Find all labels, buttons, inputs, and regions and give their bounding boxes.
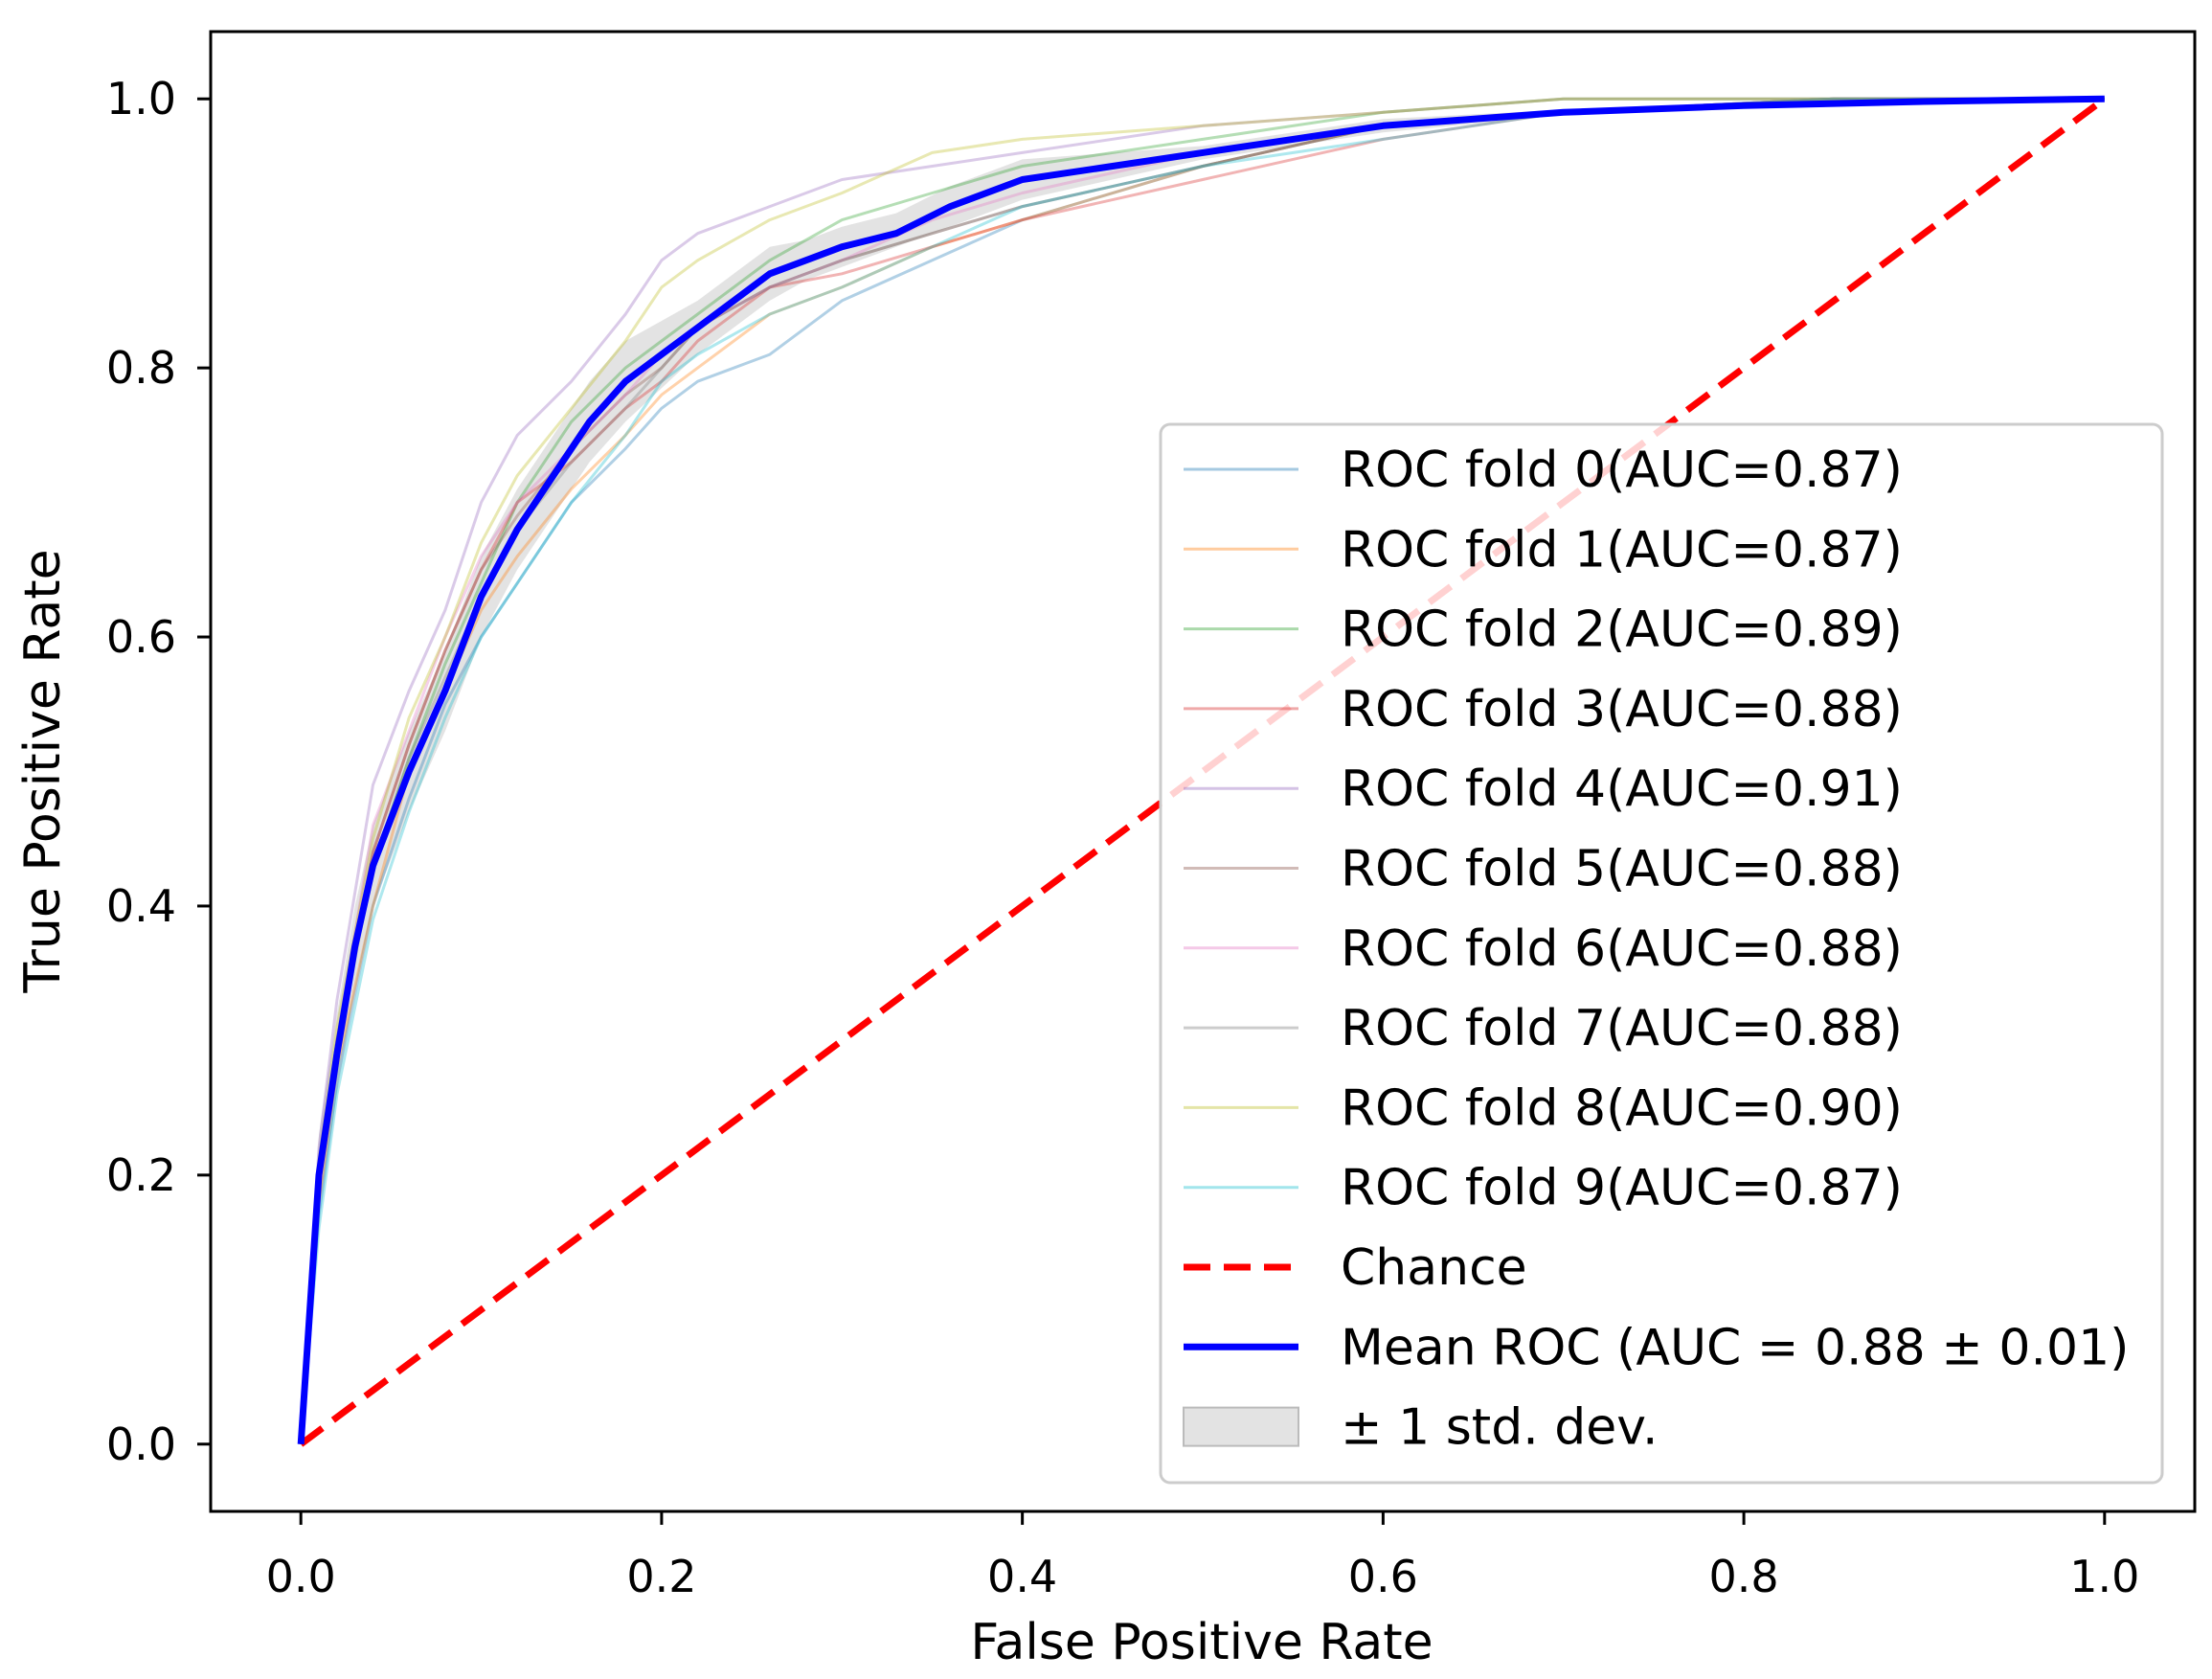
y-tick-label: 0.2 [106, 1149, 176, 1201]
y-tick-label: 0.8 [106, 342, 176, 394]
legend-entry-fold-5: ROC fold 5(AUC=0.88) [1184, 841, 1903, 898]
mean-roc-line [297, 95, 2105, 1445]
y-tick-label: 0.0 [106, 1418, 176, 1470]
roc-fold-0-line [299, 97, 2105, 1444]
roc-fold-3-line [299, 97, 2105, 1444]
legend-box [1159, 422, 2164, 1485]
legend-label: ROC fold 3(AUC=0.88) [1341, 681, 1903, 738]
y-tick-label: 1.0 [106, 73, 176, 125]
x-tick-label: 1.0 [2069, 1551, 2139, 1602]
roc-fold-9-line [299, 97, 2105, 1444]
legend: ROC fold 0(AUC=0.87) ROC fold 1(AUC=0.87)… [1159, 422, 2164, 1485]
legend-entry-fold-1: ROC fold 1(AUC=0.87) [1184, 521, 1903, 579]
legend-swatch [1183, 1406, 1299, 1447]
legend-label: ROC fold 4(AUC=0.91) [1341, 760, 1903, 818]
chance-line [299, 96, 2107, 1447]
plot-area [297, 95, 2107, 1447]
legend-label: ROC fold 1(AUC=0.87) [1341, 521, 1903, 579]
x-tick-label: 0.2 [626, 1551, 696, 1602]
legend-label: ± 1 std. dev. [1341, 1399, 1659, 1457]
legend-entry-fold-0: ROC fold 0(AUC=0.87) [1184, 442, 1903, 499]
legend-entry-fold-3: ROC fold 3(AUC=0.88) [1184, 681, 1903, 738]
legend-label: Mean ROC (AUC = 0.88 ± 0.01) [1341, 1319, 2129, 1376]
legend-label: ROC fold 0(AUC=0.87) [1341, 442, 1903, 499]
legend-entry-fold-2: ROC fold 2(AUC=0.89) [1184, 601, 1903, 659]
legend-entry-fold-7: ROC fold 7(AUC=0.88) [1184, 1000, 1903, 1057]
legend-entry-band: ± 1 std. dev. [1183, 1399, 1659, 1457]
roc-fold-8-line [299, 97, 2105, 1444]
legend-label: ROC fold 9(AUC=0.87) [1341, 1160, 1903, 1217]
legend-label: ROC fold 8(AUC=0.90) [1341, 1079, 1903, 1137]
x-tick-label: 0.8 [1709, 1551, 1779, 1602]
legend-label: ROC fold 7(AUC=0.88) [1341, 1000, 1903, 1057]
axes-frame [209, 30, 2197, 1513]
roc-fold-5-line [299, 97, 2105, 1444]
y-tick-label: 0.4 [106, 880, 176, 932]
legend-label: ROC fold 6(AUC=0.88) [1341, 920, 1903, 978]
legend-label: ROC fold 2(AUC=0.89) [1341, 601, 1903, 659]
legend-entry-fold-4: ROC fold 4(AUC=0.91) [1184, 760, 1903, 818]
legend-label: ROC fold 5(AUC=0.88) [1341, 841, 1903, 898]
legend-entry-fold-6: ROC fold 6(AUC=0.88) [1184, 920, 1903, 978]
ticks: 0.0 0.2 0.4 0.6 0.8 1.0 0.0 0.2 0.4 0.6 0.8 1.0 [106, 73, 2140, 1602]
legend-entry-fold-8: ROC fold 8(AUC=0.90) [1184, 1079, 1903, 1137]
x-axis-label: False Positive Rate [970, 1614, 1433, 1671]
legend-entry-mean: Mean ROC (AUC = 0.88 ± 0.01) [1184, 1319, 2129, 1376]
x-tick-label: 0.0 [266, 1551, 336, 1602]
y-tick-label: 0.6 [106, 611, 176, 663]
legend-entry-chance: Chance [1184, 1239, 1527, 1297]
x-tick-label: 0.4 [987, 1551, 1057, 1602]
roc-fold-1-line [299, 97, 2105, 1444]
roc-fold-4-line [299, 97, 2105, 1444]
legend-label: Chance [1341, 1239, 1527, 1297]
y-axis-label: True Positive Rate [14, 549, 72, 993]
x-tick-label: 0.6 [1348, 1551, 1418, 1602]
legend-entry-fold-9: ROC fold 9(AUC=0.87) [1184, 1160, 1903, 1217]
